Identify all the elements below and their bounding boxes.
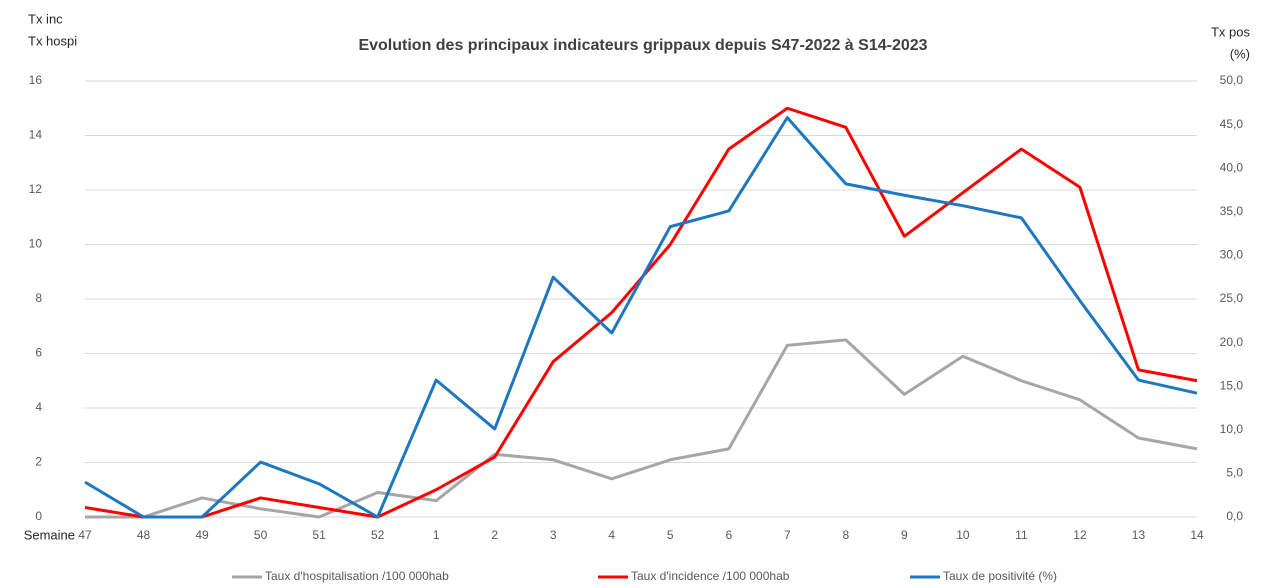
- x-tick-label: 4: [608, 528, 615, 542]
- y2-tick-label: 5,0: [1226, 466, 1243, 480]
- chart-title: Evolution des principaux indicateurs gri…: [358, 37, 927, 54]
- y-tick-label: 12: [29, 182, 43, 196]
- y2-tick-label: 20,0: [1220, 335, 1244, 349]
- y-tick-label: 6: [35, 346, 42, 360]
- y2-tick-label: 10,0: [1220, 422, 1244, 436]
- x-tick-label: 13: [1132, 528, 1146, 542]
- y2-tick-label: 40,0: [1220, 160, 1244, 174]
- x-tick-label: 1: [433, 528, 440, 542]
- x-tick-label: 52: [371, 528, 385, 542]
- y2-tick-label: 15,0: [1220, 378, 1244, 392]
- series-line: [84, 106, 1198, 519]
- legend-label: Taux d'hospitalisation /100 000hab: [265, 569, 449, 583]
- legend-label: Taux de positivité (%): [943, 569, 1057, 583]
- x-tick-label: 50: [254, 528, 268, 542]
- y-tick-label: 4: [35, 400, 42, 414]
- y2-tick-label: 0,0: [1226, 509, 1243, 523]
- x-tick-label: 6: [725, 528, 732, 542]
- y-tick-label: 0: [35, 509, 42, 523]
- x-tick-label: 48: [137, 528, 151, 542]
- y-tick-label: 8: [35, 291, 42, 305]
- x-tick-label: 14: [1190, 528, 1204, 542]
- y-tick-label: 16: [29, 73, 43, 87]
- x-tick-label: 11: [1015, 528, 1028, 542]
- series-line: [85, 338, 1198, 519]
- y-tick-label: 14: [29, 128, 43, 142]
- legend-label: Taux d'incidence /100 000hab: [631, 569, 790, 583]
- y-axis-label: Tx hospi: [28, 33, 77, 48]
- x-tick-label: 5: [667, 528, 674, 542]
- x-tick-label: 8: [842, 528, 849, 542]
- y-tick-label: 2: [35, 455, 42, 469]
- x-tick-label: 7: [784, 528, 791, 542]
- x-tick-label: 3: [550, 528, 557, 542]
- y2-tick-label: 35,0: [1220, 204, 1244, 218]
- x-tick-label: 47: [78, 528, 92, 542]
- y2-tick-label: 30,0: [1220, 248, 1244, 262]
- y-tick-label: 10: [29, 237, 43, 251]
- x-tick-label: 12: [1073, 528, 1087, 542]
- x-axis-label: Semaine: [24, 527, 75, 542]
- x-tick-label: 10: [956, 528, 970, 542]
- x-tick-label: 2: [491, 528, 498, 542]
- y2-axis-label: Tx pos: [1211, 24, 1251, 39]
- y-axis-label: Tx inc: [28, 11, 63, 26]
- x-tick-label: 49: [195, 528, 209, 542]
- y2-tick-label: 45,0: [1220, 117, 1244, 131]
- series-line: [84, 116, 1198, 519]
- x-tick-label: 51: [312, 528, 326, 542]
- x-tick-label: 9: [901, 528, 908, 542]
- y2-tick-label: 25,0: [1220, 291, 1244, 305]
- y2-axis-label: (%): [1230, 46, 1250, 61]
- y2-tick-label: 50,0: [1220, 73, 1244, 87]
